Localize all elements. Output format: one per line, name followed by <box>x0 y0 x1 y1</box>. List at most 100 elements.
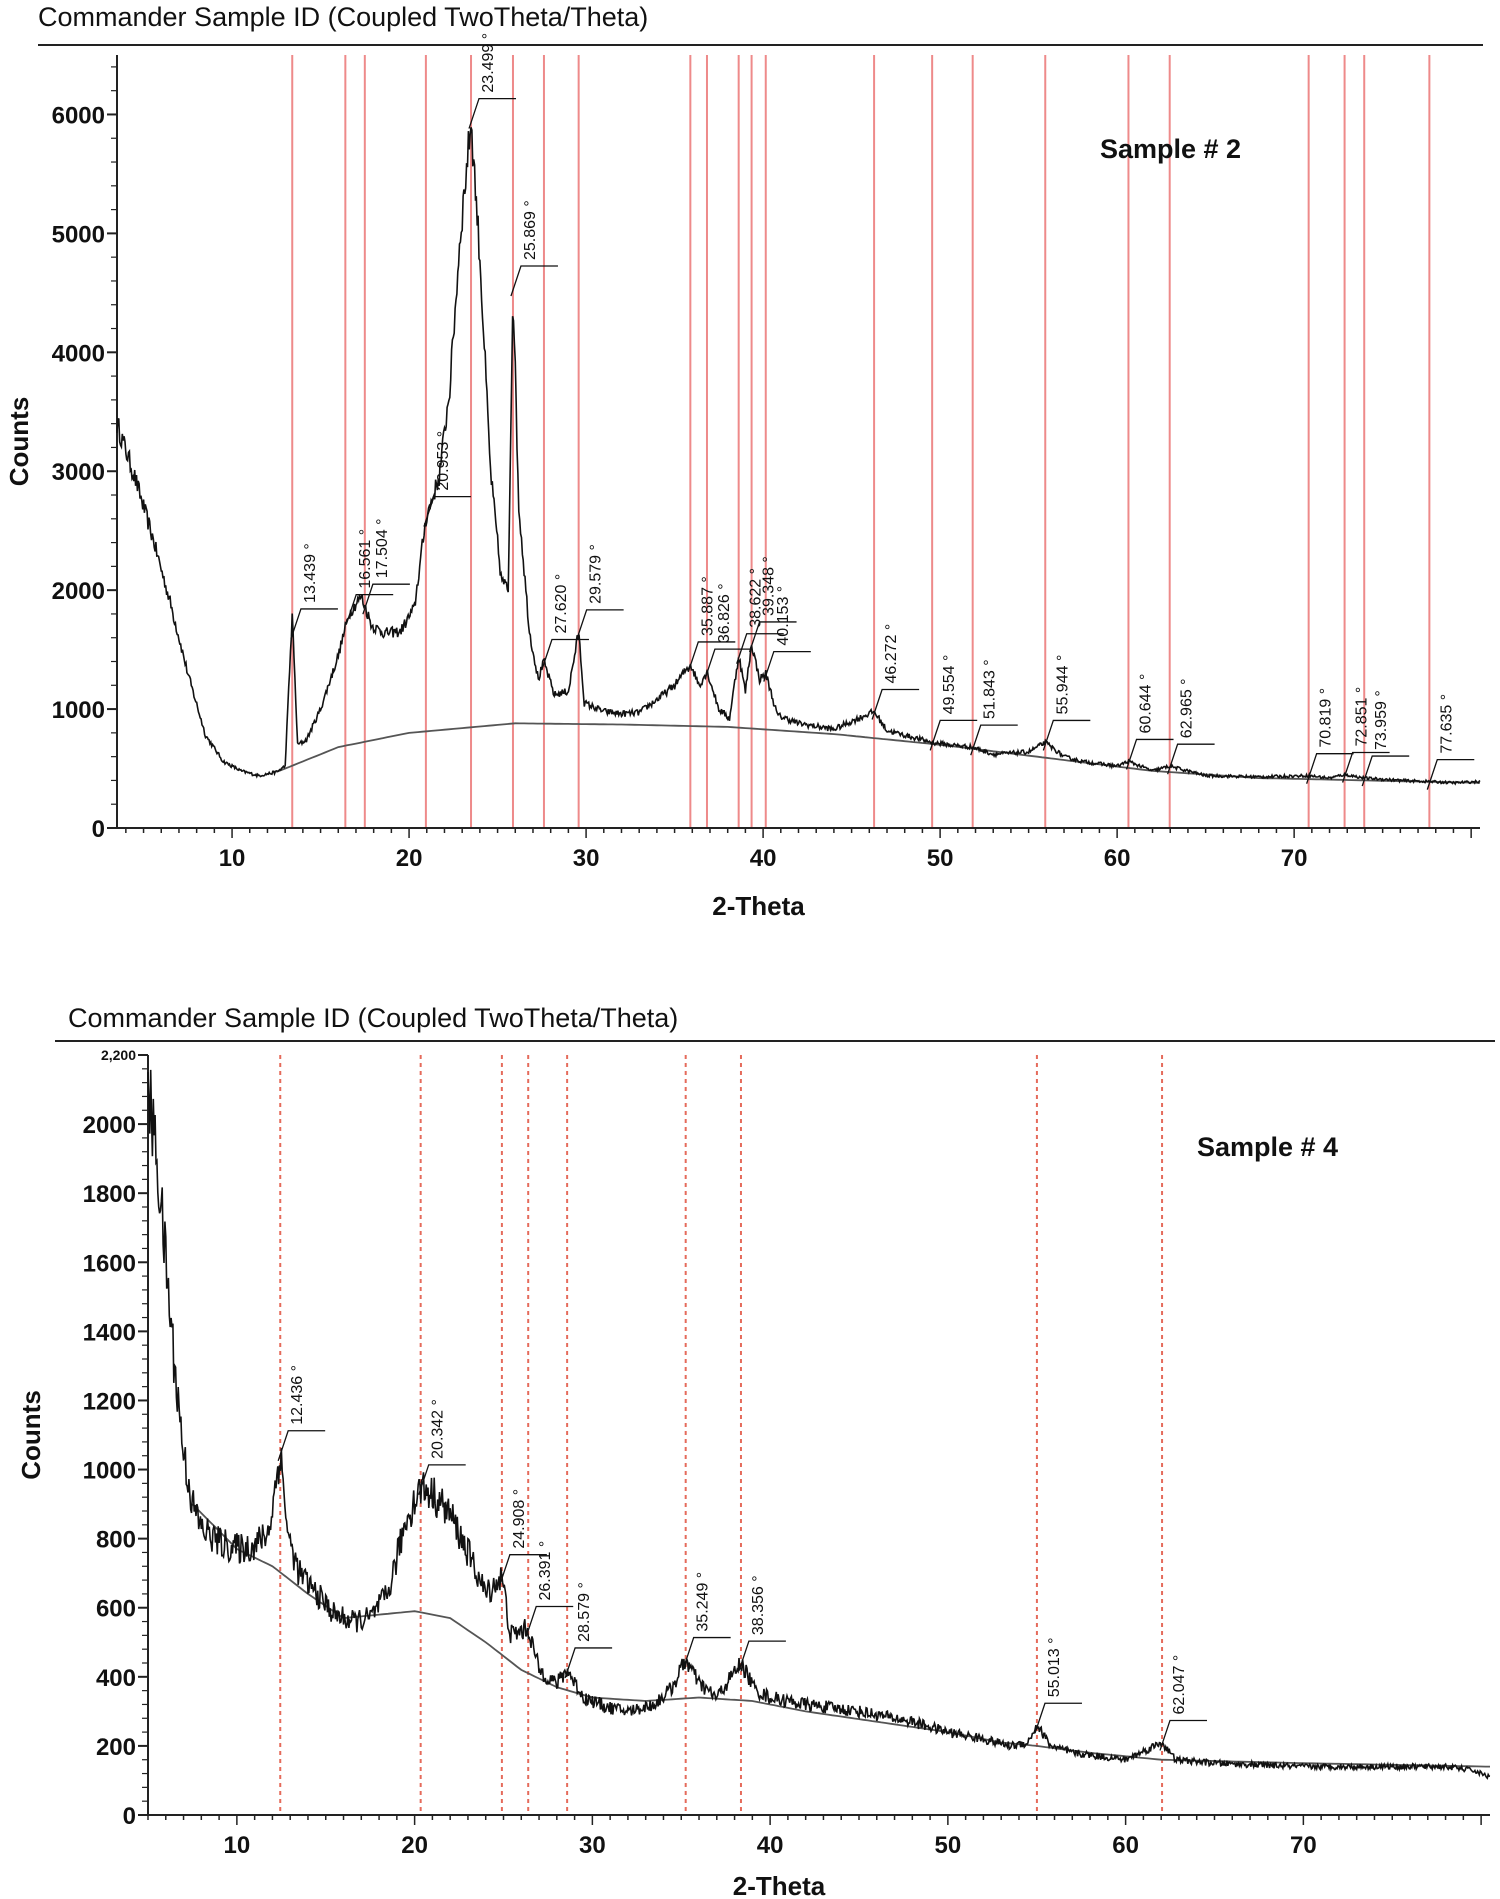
peak-label: 16.561 ° <box>345 529 394 625</box>
y-tick-label: 1600 <box>83 1250 136 1277</box>
y-tick-label: 6000 <box>52 102 105 129</box>
chart-2-title-rule <box>55 1040 1495 1042</box>
peak-value: 26.391 ° <box>537 1541 554 1601</box>
x-tick-label: 20 <box>401 1832 428 1859</box>
y-tick-label: 1800 <box>83 1181 136 1208</box>
peak-value: 13.439 ° <box>302 543 319 603</box>
background-curve <box>275 722 1481 784</box>
y-tick-label: 1000 <box>52 697 105 724</box>
peak-leader <box>564 1647 613 1679</box>
x-tick-label: 70 <box>1281 845 1308 872</box>
y-tick-label: 2000 <box>83 1112 136 1139</box>
peak-value: 20.342 ° <box>430 1399 447 1459</box>
peak-label: 24.908 ° <box>499 1489 547 1585</box>
peak-value: 62.047 ° <box>1171 1655 1188 1715</box>
peak-leader <box>1034 1702 1082 1734</box>
x-tick-label: 10 <box>219 845 246 872</box>
diffraction-pattern <box>147 1069 1491 1780</box>
peak-label: 27.620 ° <box>541 574 589 670</box>
peak-value: 36.826 ° <box>716 583 733 643</box>
peak-label: 13.439 ° <box>290 543 338 640</box>
peak-leader <box>362 583 410 615</box>
peak-label: 28.579 ° <box>564 1582 613 1679</box>
peak-label: 38.356 ° <box>738 1575 786 1672</box>
peak-label: 77.635 ° <box>1426 694 1475 790</box>
background-curve <box>191 1503 1490 1768</box>
y-tick-label: 1000 <box>83 1458 136 1485</box>
x-tick-label: 60 <box>1112 1832 1139 1859</box>
peak-value: 62.965 ° <box>1179 678 1196 738</box>
peak-value: 24.908 ° <box>511 1489 528 1549</box>
peak-label: 55.013 ° <box>1034 1637 1082 1734</box>
peak-value: 51.843 ° <box>982 659 999 719</box>
peak-label: 35.887 ° <box>687 576 736 673</box>
peak-label: 20.953 ° <box>423 431 471 527</box>
x-axis-label: 2-Theta <box>733 1871 826 1899</box>
peak-leader <box>1426 758 1475 790</box>
peak-value: 55.013 ° <box>1046 1637 1063 1697</box>
peak-leader <box>970 724 1018 756</box>
peak-leader <box>1042 719 1091 751</box>
peak-value: 17.504 ° <box>374 518 391 578</box>
chart-1: 10 20 30 40 50 60 70 0 1000 2000 3000 4000 5000 6000 2… <box>4 33 1481 921</box>
y-tick-label: 3000 <box>52 459 105 486</box>
x-tick-label: 20 <box>396 845 423 872</box>
peak-value: 55.944 ° <box>1054 655 1071 715</box>
peak-value: 28.579 ° <box>576 1582 593 1642</box>
peak-label: 20.342 ° <box>418 1399 466 1496</box>
peak-value: 16.561 ° <box>357 529 374 589</box>
y-axis-label: Counts <box>4 397 34 487</box>
peak-value: 20.953 ° <box>435 431 452 491</box>
y-tick-label: 1400 <box>83 1319 136 1346</box>
peak-label: 49.554 ° <box>929 655 978 751</box>
peak-leader <box>468 97 517 129</box>
peak-leader <box>736 633 784 664</box>
peak-value: 35.887 ° <box>699 576 716 636</box>
peak-value: 12.436 ° <box>289 1365 306 1425</box>
peak-leader <box>418 1464 466 1496</box>
chart-2-title: Commander Sample ID (Coupled TwoTheta/Th… <box>68 1003 679 1033</box>
peak-label: 62.047 ° <box>1159 1655 1208 1751</box>
x-tick-label: 60 <box>1104 845 1131 872</box>
peak-value: 49.554 ° <box>941 655 958 715</box>
chart-2: 10 20 30 40 50 60 70 0 200 400 600 800 1000 1200 1400 1… <box>16 1047 1491 1899</box>
peak-value: 39.348 ° <box>761 556 778 616</box>
x-tick-label: 70 <box>1290 1832 1317 1859</box>
peak-value: 25.869 ° <box>522 200 539 260</box>
y-tick-label: 200 <box>96 1734 136 1761</box>
peak-leader <box>277 1430 326 1461</box>
peak-leader <box>1166 743 1215 775</box>
peak-label: 62.965 ° <box>1166 678 1215 775</box>
x-tick-label: 40 <box>750 845 777 872</box>
diffraction-pattern <box>116 127 1481 786</box>
peak-label: 72.851 ° <box>1341 687 1390 783</box>
peak-leader <box>499 1554 547 1585</box>
peak-leader <box>290 608 338 640</box>
y-tick-label: 1200 <box>83 1388 136 1415</box>
peak-value: 77.635 ° <box>1438 694 1455 754</box>
peak-label: 35.249 ° <box>683 1572 731 1668</box>
peak-leader <box>683 1636 731 1668</box>
x-tick-label: 40 <box>757 1832 784 1859</box>
peak-value: 73.959 ° <box>1373 690 1390 750</box>
peak-label: 73.959 ° <box>1361 690 1410 787</box>
peak-leader <box>525 1605 574 1637</box>
y-tick-label: 2000 <box>52 578 105 605</box>
peak-value: 29.579 ° <box>588 544 605 604</box>
peak-label: 39.348 ° <box>748 556 797 653</box>
peak-leader <box>738 1640 786 1672</box>
peak-leader <box>871 688 920 720</box>
peak-label: 23.499 ° <box>468 33 517 129</box>
peak-leader <box>510 265 558 297</box>
y-tick-label: 0 <box>92 816 105 843</box>
peak-value: 23.499 ° <box>480 33 497 93</box>
peak-value: 72.851 ° <box>1354 687 1371 747</box>
peak-label: 17.504 ° <box>362 518 410 615</box>
peak-label: 36.826 ° <box>704 583 752 680</box>
peak-value: 35.249 ° <box>695 1572 712 1632</box>
y-tick-label: 2,200 <box>101 1047 136 1063</box>
peak-leader <box>1361 755 1410 787</box>
peak-label: 29.579 ° <box>576 544 624 641</box>
sample-annotation: Sample # 2 <box>1100 134 1241 164</box>
